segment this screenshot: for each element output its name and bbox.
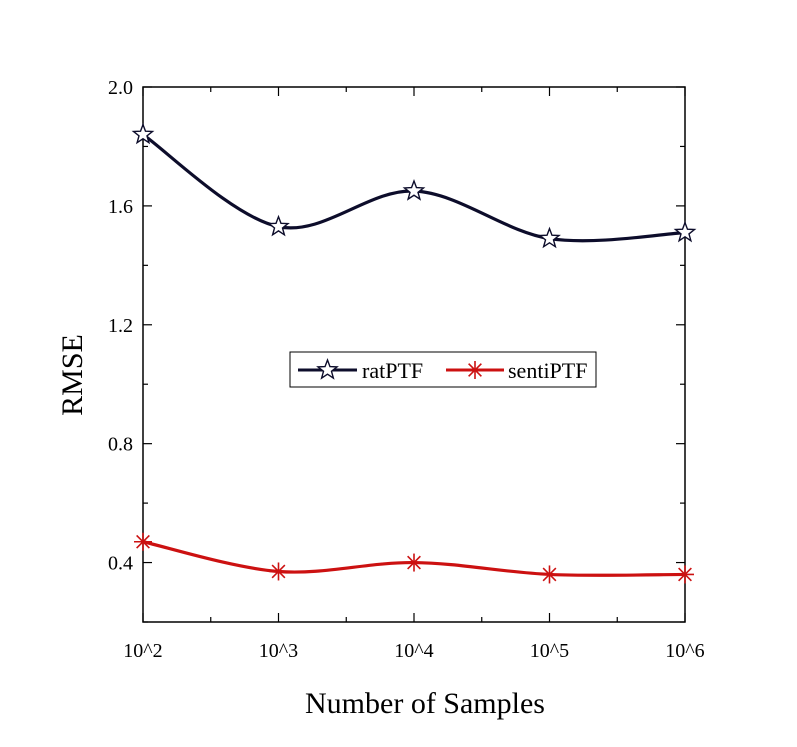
legend-marker-sentiPTF [466,361,484,379]
data-point-ratPTF [538,226,561,249]
data-point-sentiPTF [405,553,423,572]
y-axis-title: RMSE [56,334,89,416]
legend-marker-symbol [466,361,484,379]
y-tick-label: 0.8 [108,434,133,456]
data-point-ratPTF [131,122,155,145]
y-tick-label: 2.0 [108,77,133,99]
series-sentiPTF [134,532,694,584]
legend-marker-ratPTF [316,358,339,380]
y-tick-label: 1.6 [108,196,133,218]
x-tick-label: 10^3 [259,640,298,662]
axis-ticks [142,86,686,623]
series-ratPTF [131,122,697,249]
series-group [131,122,697,584]
data-point-ratPTF [402,179,426,201]
x-tick-labels: 10^2 10^3 10^4 10^5 10^6 [123,640,704,662]
legend-label-sentiPTF: sentiPTF [508,358,587,383]
x-axis-title: Number of Samples [305,687,545,720]
legend-marker-symbol [316,358,339,380]
data-point-sentiPTF [676,565,694,584]
x-tick-label: 10^2 [123,640,162,662]
data-point-sentiPTF [269,562,288,581]
legend: ratPTF sentiPTF [289,351,597,388]
data-point-ratPTF [267,214,290,237]
y-tick-label: 1.2 [108,315,133,337]
data-point-sentiPTF [134,532,152,551]
data-point-ratPTF [673,220,697,243]
x-tick-label: 10^4 [394,640,433,662]
legend-label-ratPTF: ratPTF [362,358,423,383]
y-tick-label: 0.4 [108,553,133,575]
x-tick-label: 10^5 [530,640,569,662]
y-tick-labels: 0.4 0.8 1.2 1.6 2.0 [108,77,133,575]
data-point-sentiPTF [540,565,559,584]
x-tick-label: 10^6 [665,640,704,662]
